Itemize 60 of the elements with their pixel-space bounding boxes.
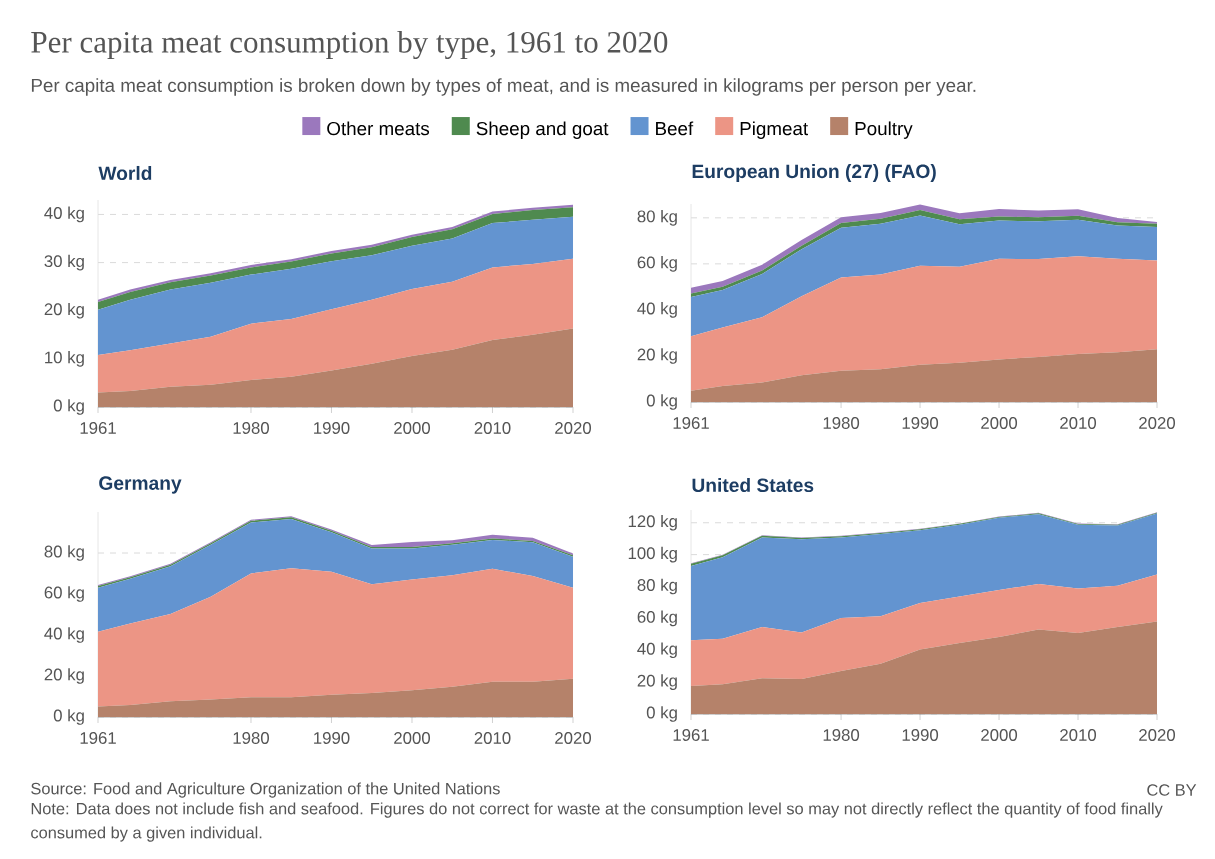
y-tick-label: 20 kg [44,668,84,684]
y-tick-label: 60 kg [44,586,84,602]
legend-label: Poultry [855,121,913,139]
y-tick-label: 60 kg [637,610,677,627]
x-tick-label: 2020 [555,422,592,434]
legend-label: Beef [656,121,694,136]
y-tick-label: 80 kg [637,578,677,595]
chart-title: Germany [99,476,182,494]
x-tick-label: 1980 [233,422,269,434]
x-tick-label: 2020 [1139,417,1176,429]
legend-label: Sheep and goat [476,121,609,139]
x-tick-label: 2010 [474,422,511,434]
text: CC BY [1147,784,1197,796]
y-tick-label: 40 kg [44,627,84,643]
x-tick-label: 1961 [673,417,709,429]
x-tick-label: 2000 [981,417,1018,429]
x-tick-label: 1990 [314,422,350,434]
x-tick-label: 1990 [314,732,350,744]
x-tick-label: 2010 [1060,417,1097,429]
x-tick-label: 2000 [981,729,1018,741]
x-tick-label: 1980 [823,729,860,741]
y-tick-label: 20 kg [637,348,677,364]
y-tick-label: 20 kg [44,302,84,319]
x-tick-label: 1961 [80,422,116,434]
text: Note: Data does not include fish and seafood. Figures do not correct for waste at the consumption level so may not directly reflect the quantity of food finally consumed by a given individual. [31,802,1163,842]
y-tick-label: 0 kg [53,399,84,415]
x-tick-label: 2000 [394,732,431,744]
y-tick-label: 10 kg [45,351,84,367]
x-tick-label: 1961 [673,729,709,741]
x-tick-label: 1990 [902,729,939,741]
y-tick-label: 80 kg [44,545,84,561]
x-tick-label: 2010 [474,732,511,744]
x-tick-label: 2020 [1139,729,1176,741]
y-tick-label: 100 kg [628,546,677,563]
y-tick-label: 0 kg [53,709,84,725]
x-tick-label: 2000 [394,422,431,434]
y-tick-label: 40 kg [637,302,677,318]
chart-title: United States [692,477,814,493]
x-tick-label: 1961 [80,732,116,744]
x-tick-label: 2010 [1060,729,1097,741]
y-tick-label: 80 kg [637,209,677,226]
x-tick-label: 1980 [823,417,860,429]
x-tick-label: 1990 [902,417,939,429]
y-tick-label: 20 kg [637,674,677,690]
y-tick-label: 120 kg [628,514,677,531]
y-tick-label: 0 kg [646,706,677,722]
x-tick-label: 1980 [233,732,269,744]
y-tick-label: 40 kg [637,642,677,659]
source-note: Source: Food and Agriculture Organization of the United Nations [31,782,500,798]
y-tick-label: 40 kg [44,206,84,223]
text: Per capita meat consumption is broken down by types of meat, and is measured in kilograms per person per year. [31,78,976,96]
legend-label: Other meats [327,121,430,136]
chart-title: European Union (27) (FAO) [692,164,936,182]
y-tick-label: 60 kg [637,256,677,272]
x-tick-label: 2020 [555,732,592,744]
text: Per capita meat consumption by type, 1961 to 2020 [31,30,668,60]
legend-label: Pigmeat [740,121,809,139]
y-tick-label: 0 kg [646,394,677,410]
y-tick-label: 30 kg [44,254,84,271]
chart-title: World [98,165,152,181]
